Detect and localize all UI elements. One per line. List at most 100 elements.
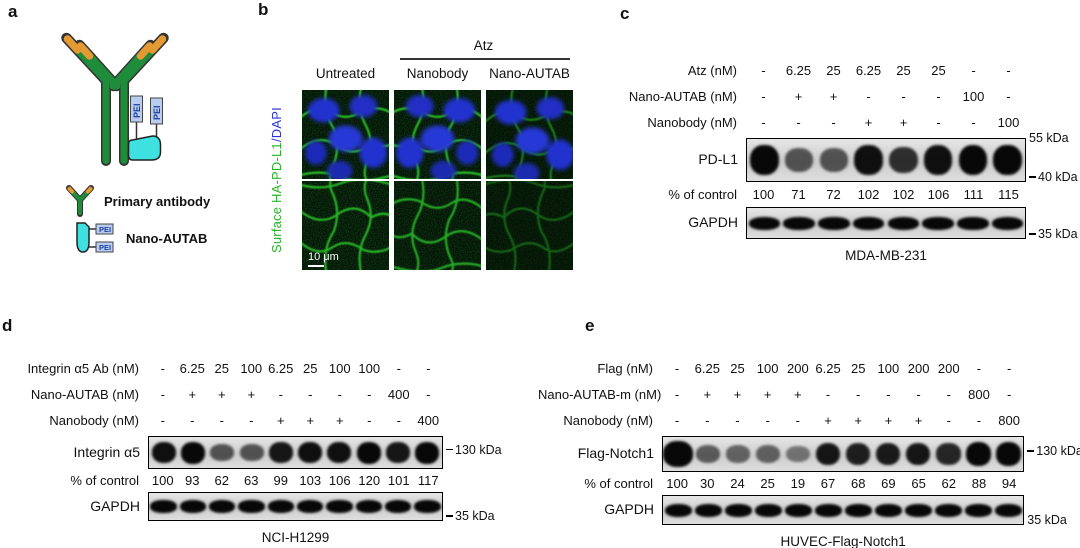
- antibody-icon: [66, 185, 94, 217]
- dose-value: 100: [962, 89, 985, 104]
- protein-band: [750, 145, 779, 175]
- dose-value: 100: [328, 361, 351, 376]
- dose-value: +: [794, 387, 802, 402]
- protein-band: [887, 216, 919, 230]
- dose-value: +: [217, 387, 226, 402]
- svg-text:PEI: PEI: [152, 105, 162, 120]
- dose-value: 6.25: [855, 63, 882, 78]
- blot-lane: [817, 139, 852, 181]
- protein-band: [785, 445, 811, 463]
- svg-text:PEI: PEI: [132, 103, 142, 118]
- dose-row-label: Nanobody (nM): [647, 115, 737, 130]
- dose-value: 100: [240, 361, 263, 376]
- percent-value: 111: [963, 187, 984, 202]
- dose-value: -: [426, 387, 431, 402]
- dose-value: 6.25: [179, 361, 205, 376]
- micro-image-nano-autab-merged: [486, 90, 573, 179]
- dose-value: -: [674, 413, 680, 428]
- dose-value: -: [946, 413, 951, 428]
- percent-value: 100: [151, 473, 174, 488]
- molecular-weight-marker: 40 kDa: [1029, 170, 1078, 184]
- dose-value: 100: [877, 361, 900, 376]
- blot-lane: [903, 437, 933, 471]
- axis-label-blue: /DAPI: [269, 107, 284, 143]
- column-header-nanobody: Nanobody: [406, 66, 469, 81]
- dose-value: -: [278, 387, 283, 402]
- protein-band: [815, 442, 841, 466]
- column-header-nano-autab: Nano-AUTAB: [489, 66, 570, 81]
- protein-band: [327, 441, 352, 464]
- blot-lane: [817, 208, 852, 238]
- blot-lane: [723, 437, 753, 471]
- spacer: [1026, 84, 1080, 110]
- percent-value: 65: [911, 476, 926, 491]
- antibody-nanobody-diagram: PEI PEI: [61, 32, 169, 166]
- marker-cell: 55 kDa 40 kDa: [1026, 131, 1080, 184]
- percent-value: 93: [185, 473, 200, 488]
- dose-row-label: Flag (nM): [597, 361, 653, 376]
- percent-value: 106: [328, 473, 351, 488]
- spacer: [443, 472, 505, 490]
- dose-value: -: [735, 413, 740, 428]
- dose-value: +: [829, 89, 838, 104]
- percent-value: 103: [299, 473, 322, 488]
- protein-band: [326, 500, 353, 513]
- blot-lane: [753, 437, 783, 471]
- marker-cell: 130 kDa: [443, 434, 505, 465]
- percent-value: 100: [666, 476, 688, 491]
- blot-lane: [851, 139, 886, 181]
- dose-value: 25: [303, 361, 318, 376]
- marker-cell: 130 kDa: [1024, 434, 1080, 468]
- dose-value: 25: [896, 63, 911, 78]
- dose-value: -: [426, 361, 431, 376]
- blot-lane: [693, 496, 723, 524]
- percent-label: % of control: [584, 476, 653, 491]
- nano-autab-icon: PEI PEI: [76, 222, 114, 253]
- dose-value: 25: [214, 361, 229, 376]
- spacer: [443, 408, 505, 434]
- blot-lane: [237, 437, 266, 468]
- blot-lane: [813, 496, 843, 524]
- protein-band: [268, 442, 293, 463]
- blot-lane: [956, 208, 991, 238]
- blot-lane: [354, 437, 383, 468]
- protein-band: [748, 216, 780, 230]
- percent-value: 94: [1001, 476, 1017, 491]
- dose-value: -: [367, 413, 372, 428]
- protein-band: [993, 145, 1022, 175]
- protein-band: [180, 441, 205, 464]
- micro-image-nanobody-merged: [394, 90, 481, 179]
- cell-line-label: MDA-MB-231: [845, 248, 927, 263]
- panel-d-label: d: [2, 316, 13, 335]
- blot-lane: [956, 139, 991, 181]
- dose-value: 25: [826, 63, 841, 78]
- protein-band: [754, 503, 782, 517]
- percent-value: 120: [358, 473, 381, 488]
- dose-value: -: [160, 361, 165, 376]
- protein-band: [889, 146, 918, 174]
- cell-line-label: HUVEC-Flag-Notch1: [780, 534, 906, 548]
- blot-lane: [723, 496, 753, 524]
- blot-image: [662, 495, 1025, 525]
- percent-value: 117: [417, 473, 439, 488]
- cell-line-label: NCI-H1299: [261, 530, 330, 545]
- protein-band: [935, 443, 961, 465]
- percent-value: 72: [826, 187, 841, 202]
- protein-band: [694, 503, 722, 517]
- dose-value: 6.25: [785, 63, 812, 78]
- dose-value: -: [674, 361, 680, 376]
- blot-lane: [886, 139, 921, 181]
- dose-value: +: [247, 387, 256, 402]
- blot-lane: [921, 208, 956, 238]
- axis-label-green: Surface HA-PD-L1: [269, 142, 284, 253]
- dose-value: -: [856, 387, 861, 402]
- panel-e: e Flag (nM) -6.25 25 100 200 6.25 25 100 200 200-…: [538, 316, 1080, 548]
- dose-value: -: [396, 361, 401, 376]
- panel-b-label: b: [258, 0, 269, 19]
- protein-band: [414, 500, 441, 513]
- blot-lane: [208, 493, 237, 520]
- blot-label: GAPDH: [90, 498, 140, 514]
- micrograph-grid: 10 μm: [302, 90, 573, 270]
- blot-lane: [963, 437, 993, 471]
- blot-lane: [782, 139, 817, 181]
